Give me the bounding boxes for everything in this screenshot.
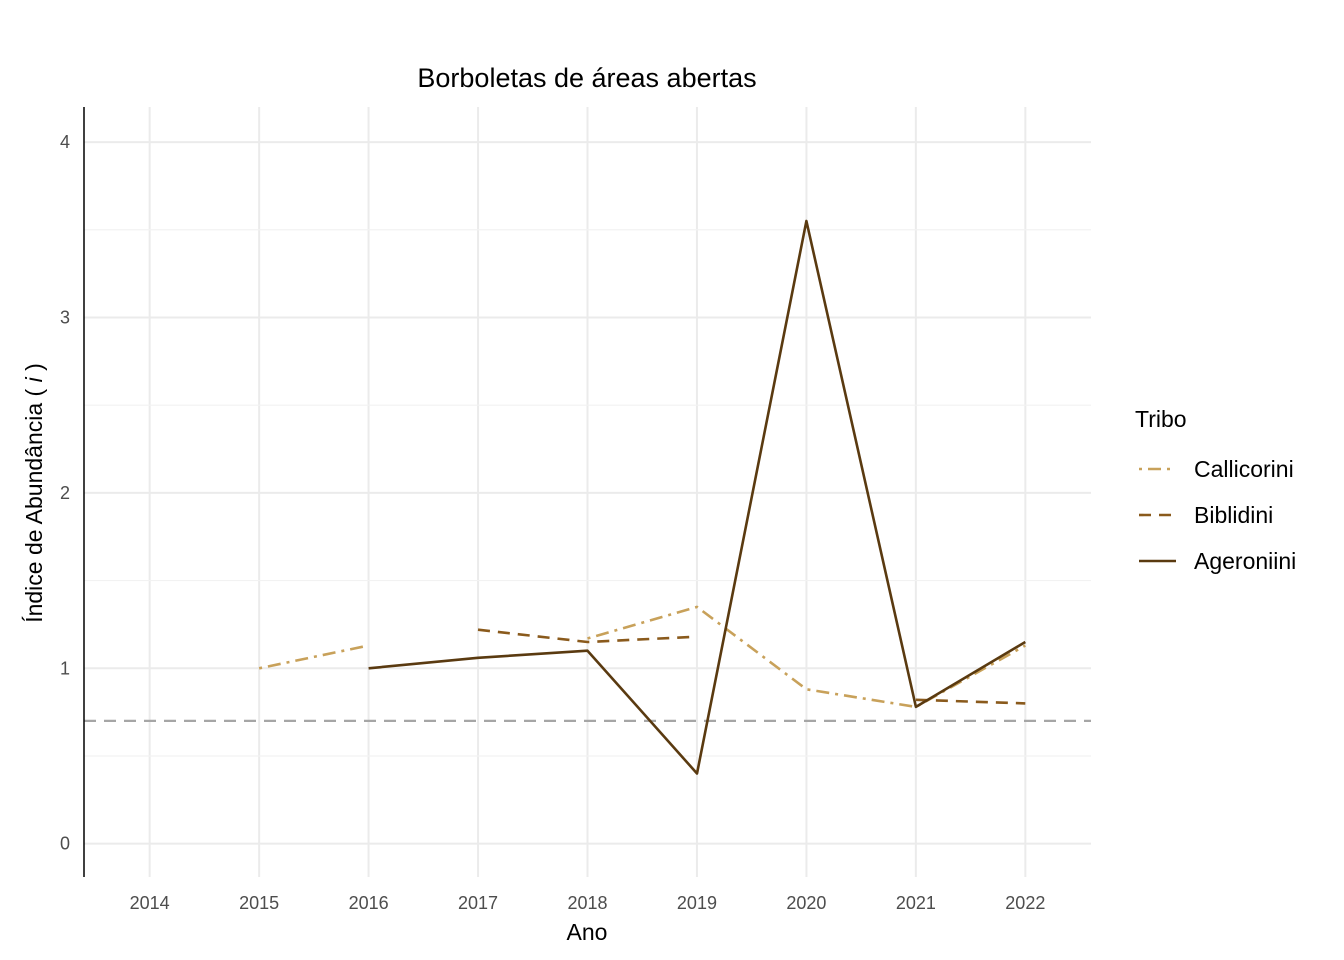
series-callicorini <box>258 605 1026 709</box>
series-layer <box>258 219 1026 775</box>
legend-label: Biblidini <box>1194 502 1273 528</box>
x-tick-label: 2015 <box>239 893 279 913</box>
y-axis-title-italic: i <box>21 376 47 382</box>
y-tick-label: 4 <box>60 132 70 152</box>
x-tick-label: 2022 <box>1005 893 1045 913</box>
y-axis-title-prefix: Índice de Abundância ( <box>21 382 47 622</box>
y-tick-label: 1 <box>60 658 70 678</box>
x-axis-title: Ano <box>567 919 608 945</box>
series-biblidini <box>477 628 1026 705</box>
y-tick-labels: 0 1 2 3 4 <box>60 132 70 854</box>
legend-label: Ageroniini <box>1194 548 1296 574</box>
y-axis-title-suffix: ) <box>21 363 47 377</box>
chart-title: Borboletas de áreas abertas <box>417 63 756 93</box>
x-tick-label: 2019 <box>677 893 717 913</box>
x-tick-label: 2014 <box>130 893 170 913</box>
series-ageroniini <box>368 219 1026 775</box>
x-tick-label: 2017 <box>458 893 498 913</box>
legend-label: Callicorini <box>1194 456 1294 482</box>
grid <box>84 107 1091 877</box>
series-line-callicorini <box>258 644 369 670</box>
x-tick-labels: 2014 2015 2016 2017 2018 2019 2020 2021 2022 <box>130 893 1046 913</box>
y-tick-label: 0 <box>60 834 70 854</box>
x-tick-label: 2016 <box>349 893 389 913</box>
legend-items: Callicorini Biblidini Ageroniini <box>1139 456 1296 574</box>
legend: Tribo Callicorini Biblidini Ageroniini <box>1135 406 1296 574</box>
series-line-biblidini <box>477 628 698 644</box>
x-tick-label: 2020 <box>786 893 826 913</box>
y-tick-label: 3 <box>60 307 70 327</box>
y-tick-label: 2 <box>60 483 70 503</box>
x-tick-label: 2018 <box>567 893 607 913</box>
legend-title: Tribo <box>1135 406 1187 432</box>
y-axis-title: Índice de Abundância ( i ) <box>21 363 47 623</box>
series-line-biblidini <box>915 698 1026 705</box>
series-line-ageroniini <box>368 219 1026 775</box>
x-tick-label: 2021 <box>896 893 936 913</box>
